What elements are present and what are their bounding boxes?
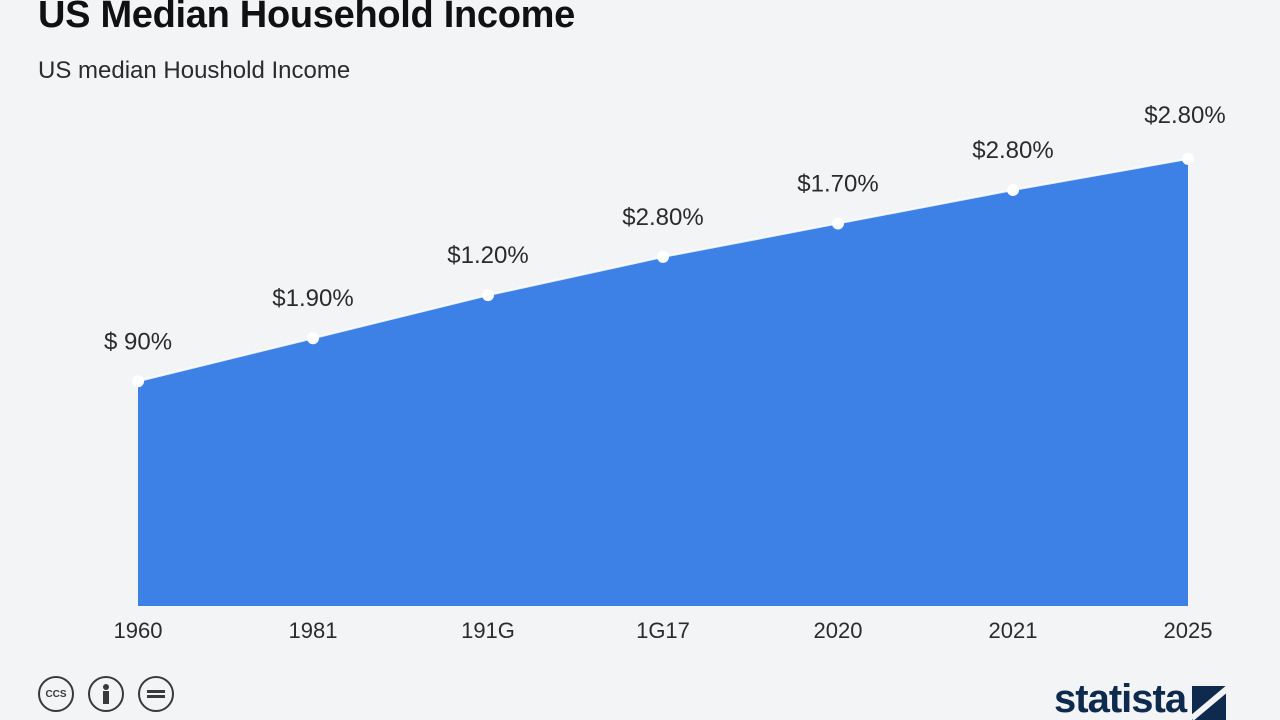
x-tick-label: 1960 — [114, 618, 163, 643]
data-point — [657, 250, 669, 263]
data-point — [1007, 183, 1019, 196]
data-label: $2.80% — [622, 204, 703, 231]
x-tick-label: 1981 — [289, 618, 338, 643]
x-tick-label: 2021 — [989, 618, 1038, 643]
area-fill — [138, 158, 1188, 606]
person-icon[interactable] — [88, 676, 124, 712]
data-point — [482, 289, 494, 302]
chart-subtitle: US median Houshold Income — [38, 57, 351, 84]
x-tick-label: 191G — [461, 618, 515, 643]
cc-icon[interactable]: CCS — [38, 676, 74, 712]
data-label: $1.90% — [272, 285, 353, 312]
x-tick-label: 2025 — [1164, 618, 1213, 643]
data-label: $2.80% — [1144, 102, 1225, 129]
data-point — [832, 217, 844, 230]
data-point — [1182, 152, 1194, 165]
statista-mark-icon — [1192, 686, 1227, 720]
chart-title: US Median Household Income — [38, 0, 575, 36]
statista-logo[interactable]: statista — [1054, 676, 1227, 720]
data-label: $ 90% — [104, 328, 172, 355]
data-point — [132, 375, 144, 388]
data-label: $1.20% — [447, 242, 528, 269]
license-icons: CCS — [38, 676, 174, 712]
x-tick-label: 2020 — [814, 618, 863, 643]
brand-name: statista — [1054, 677, 1187, 720]
equals-icon[interactable] — [138, 676, 174, 712]
data-label: $2.80% — [972, 137, 1053, 164]
data-label: $1.70% — [797, 170, 878, 197]
data-point — [307, 332, 319, 345]
x-tick-label: 1G17 — [636, 618, 690, 643]
